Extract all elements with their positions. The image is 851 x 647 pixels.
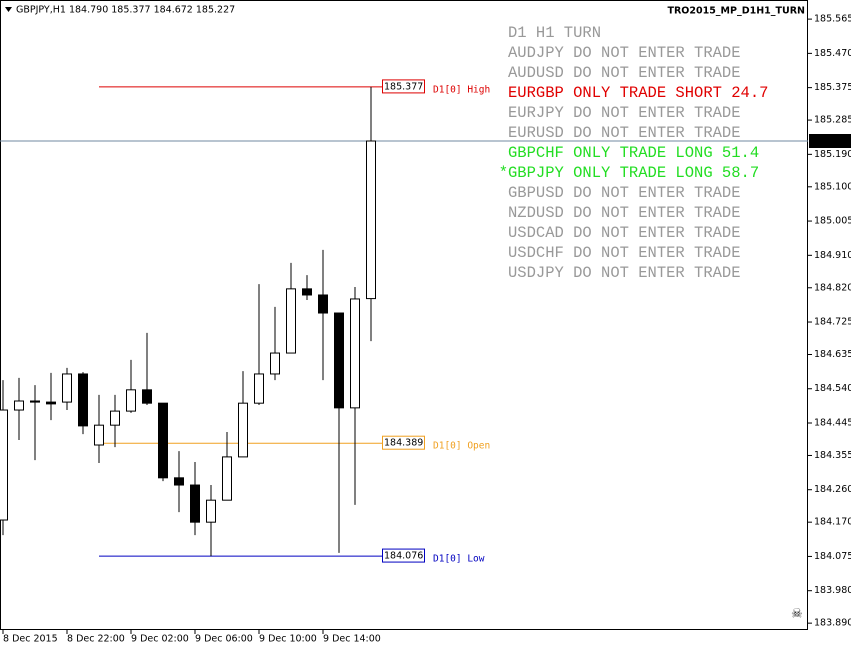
candle-body [286,288,296,354]
candle-body [238,402,248,458]
panel-line: USDCAD DO NOT ENTER TRADE [508,224,741,242]
panel-line: *GBPJPY ONLY TRADE LONG 58.7 [499,164,759,182]
indicator-name: TRO2015_MP_D1H1_TURN [668,6,806,17]
x-tick-label: 8 Dec 2015 [3,634,58,645]
level-name: D1[0] Low [433,554,485,565]
y-tick-label: 184.445 [814,418,851,429]
candle-body [0,409,8,521]
candle-body [334,312,344,409]
candle-body [270,352,280,375]
panel-line: USDJPY DO NOT ENTER TRADE [508,264,741,282]
candle-body [302,288,312,296]
y-tick-label: 183.980 [814,585,851,596]
panel-line: NZDUSD DO NOT ENTER TRADE [508,204,741,222]
y-tick-label: 184.820 [814,282,851,293]
y-tick-label: 185.375 [814,82,851,93]
candle-body [126,389,136,412]
candle-body [142,389,152,404]
expert-icon: ☠ [791,607,803,622]
candle-body [14,400,24,411]
level-price: 185.377 [384,81,423,92]
candle-body [206,499,216,523]
candle-body [174,477,184,486]
current-price-box [809,134,851,149]
y-tick-label: 185.005 [814,216,851,227]
x-tick-label: 8 Dec 22:00 [67,634,125,645]
y-tick-label: 184.355 [814,450,851,461]
candle-body [62,373,72,403]
level-price: 184.076 [384,551,423,562]
panel-line: AUDUSD DO NOT ENTER TRADE [508,64,741,82]
y-tick-label: 185.285 [814,115,851,126]
panel-line: EURGBP ONLY TRADE SHORT 24.7 [508,84,768,102]
y-tick-label: 184.725 [814,317,851,328]
panel-line: D1 H1 TURN [508,24,601,42]
y-tick-label: 185.190 [814,149,851,160]
y-tick-label: 185.100 [814,181,851,192]
x-tick-label: 9 Dec 10:00 [259,634,317,645]
current-price-label: 185.227 [812,136,851,147]
y-tick-label: 185.565 [814,14,851,25]
panel-line: GBPCHF ONLY TRADE LONG 51.4 [508,144,759,162]
chart-title: GBPJPY,H1 184.790 185.377 184.672 185.22… [16,5,235,16]
plot-frame [0,0,808,630]
candle-body [30,400,40,403]
y-tick-label: 184.635 [814,349,851,360]
level-price: 184.389 [384,438,423,449]
collapse-arrow[interactable] [5,7,12,12]
level-box [382,435,425,450]
y-tick-label: 184.170 [814,517,851,528]
candle-body [222,456,232,501]
candle-body [190,484,200,523]
y-tick-label: 183.890 [814,618,851,629]
candle-body [78,373,88,427]
y-tick-label: 185.470 [814,48,851,59]
x-tick-label: 9 Dec 06:00 [195,634,253,645]
level-name: D1[0] Open [433,441,490,452]
candle-body [46,401,56,405]
panel-line: GBPUSD DO NOT ENTER TRADE [508,184,741,202]
y-tick-label: 184.260 [814,484,851,495]
y-tick-label: 184.910 [814,250,851,261]
panel-line: EURJPY DO NOT ENTER TRADE [508,104,741,122]
candle-body [366,140,376,300]
x-tick-label: 9 Dec 14:00 [323,634,381,645]
y-tick-label: 184.540 [814,383,851,394]
candle-body [158,402,168,479]
panel-line: EURUSD DO NOT ENTER TRADE [508,124,741,142]
level-name: D1[0] High [433,84,490,95]
panel-line: USDCHF DO NOT ENTER TRADE [508,244,741,262]
candle-body [350,298,360,409]
level-box [382,79,425,94]
x-tick-label: 9 Dec 02:00 [131,634,189,645]
candle-body [318,294,328,314]
level-box [382,548,425,563]
panel-line: AUDJPY DO NOT ENTER TRADE [508,44,741,62]
candle-body [254,373,264,404]
candle-body [110,410,120,426]
candle-body [94,424,104,446]
y-tick-label: 184.075 [814,551,851,562]
